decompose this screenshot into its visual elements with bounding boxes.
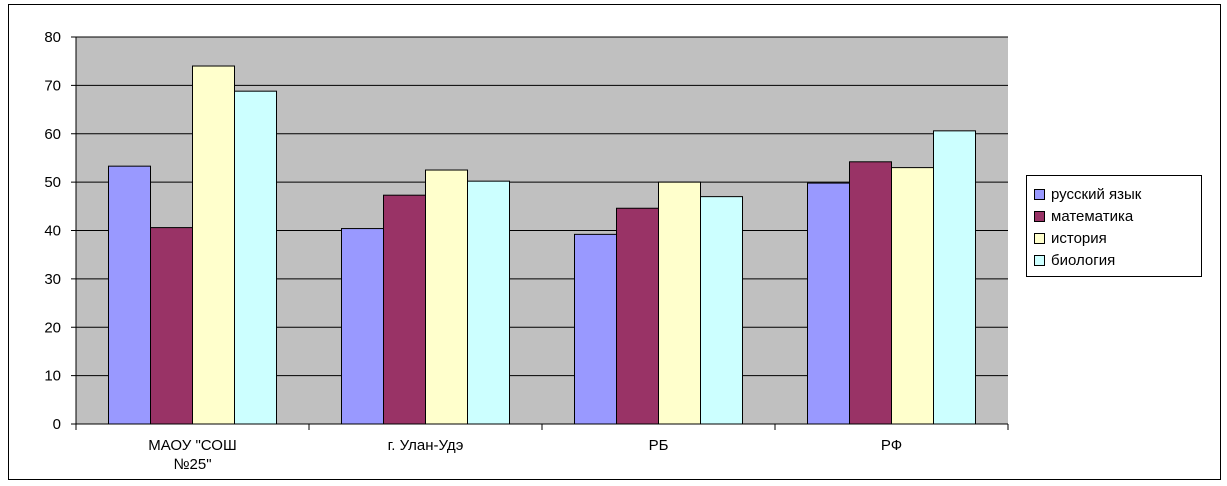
y-tick-label: 10	[44, 368, 61, 385]
legend-swatch-math	[1034, 210, 1045, 222]
x-tick-label: г. Улан-Удэ	[388, 437, 464, 454]
legend-swatch-history	[1034, 232, 1045, 244]
legend-label-russian: русский язык	[1051, 185, 1142, 203]
x-tick-label: РФ	[881, 437, 902, 454]
bar	[616, 207, 659, 425]
x-tick-label: РБ	[649, 437, 669, 454]
legend-swatch-russian	[1034, 188, 1045, 200]
bar	[807, 182, 850, 425]
legend-label-math: математика	[1051, 207, 1134, 225]
legend-swatch-biology	[1034, 254, 1045, 266]
y-tick-label: 0	[53, 416, 61, 433]
y-tick-label: 30	[44, 271, 61, 288]
bar	[467, 180, 510, 425]
bar	[234, 90, 277, 425]
bar	[108, 165, 151, 425]
legend-item-history: история	[1034, 227, 1201, 249]
legend-item-math: математика	[1034, 205, 1201, 227]
legend-label-history: история	[1051, 229, 1107, 247]
bar	[425, 169, 468, 425]
legend-item-biology: биология	[1034, 249, 1201, 271]
y-tick-label: 70	[44, 77, 61, 94]
x-tick-label: МАОУ "СОШ	[148, 437, 236, 454]
y-tick-label: 80	[44, 29, 61, 46]
y-tick-label: 40	[44, 223, 61, 240]
chart-legend: русский язык математика история биология	[1026, 175, 1202, 277]
y-tick-label: 60	[44, 126, 61, 143]
bar	[658, 181, 701, 425]
x-tick-label: №25"	[173, 456, 211, 473]
bar	[700, 196, 743, 425]
y-tick-label: 20	[44, 319, 61, 336]
bar	[341, 228, 384, 425]
legend-label-biology: биология	[1051, 251, 1116, 269]
bar	[192, 65, 235, 425]
bar	[849, 161, 892, 425]
y-tick-label: 50	[44, 174, 61, 191]
bar	[933, 130, 976, 425]
bar	[574, 233, 617, 425]
bar	[891, 167, 934, 425]
legend-item-russian: русский язык	[1034, 183, 1201, 205]
bar	[383, 194, 426, 425]
bar	[150, 227, 193, 425]
